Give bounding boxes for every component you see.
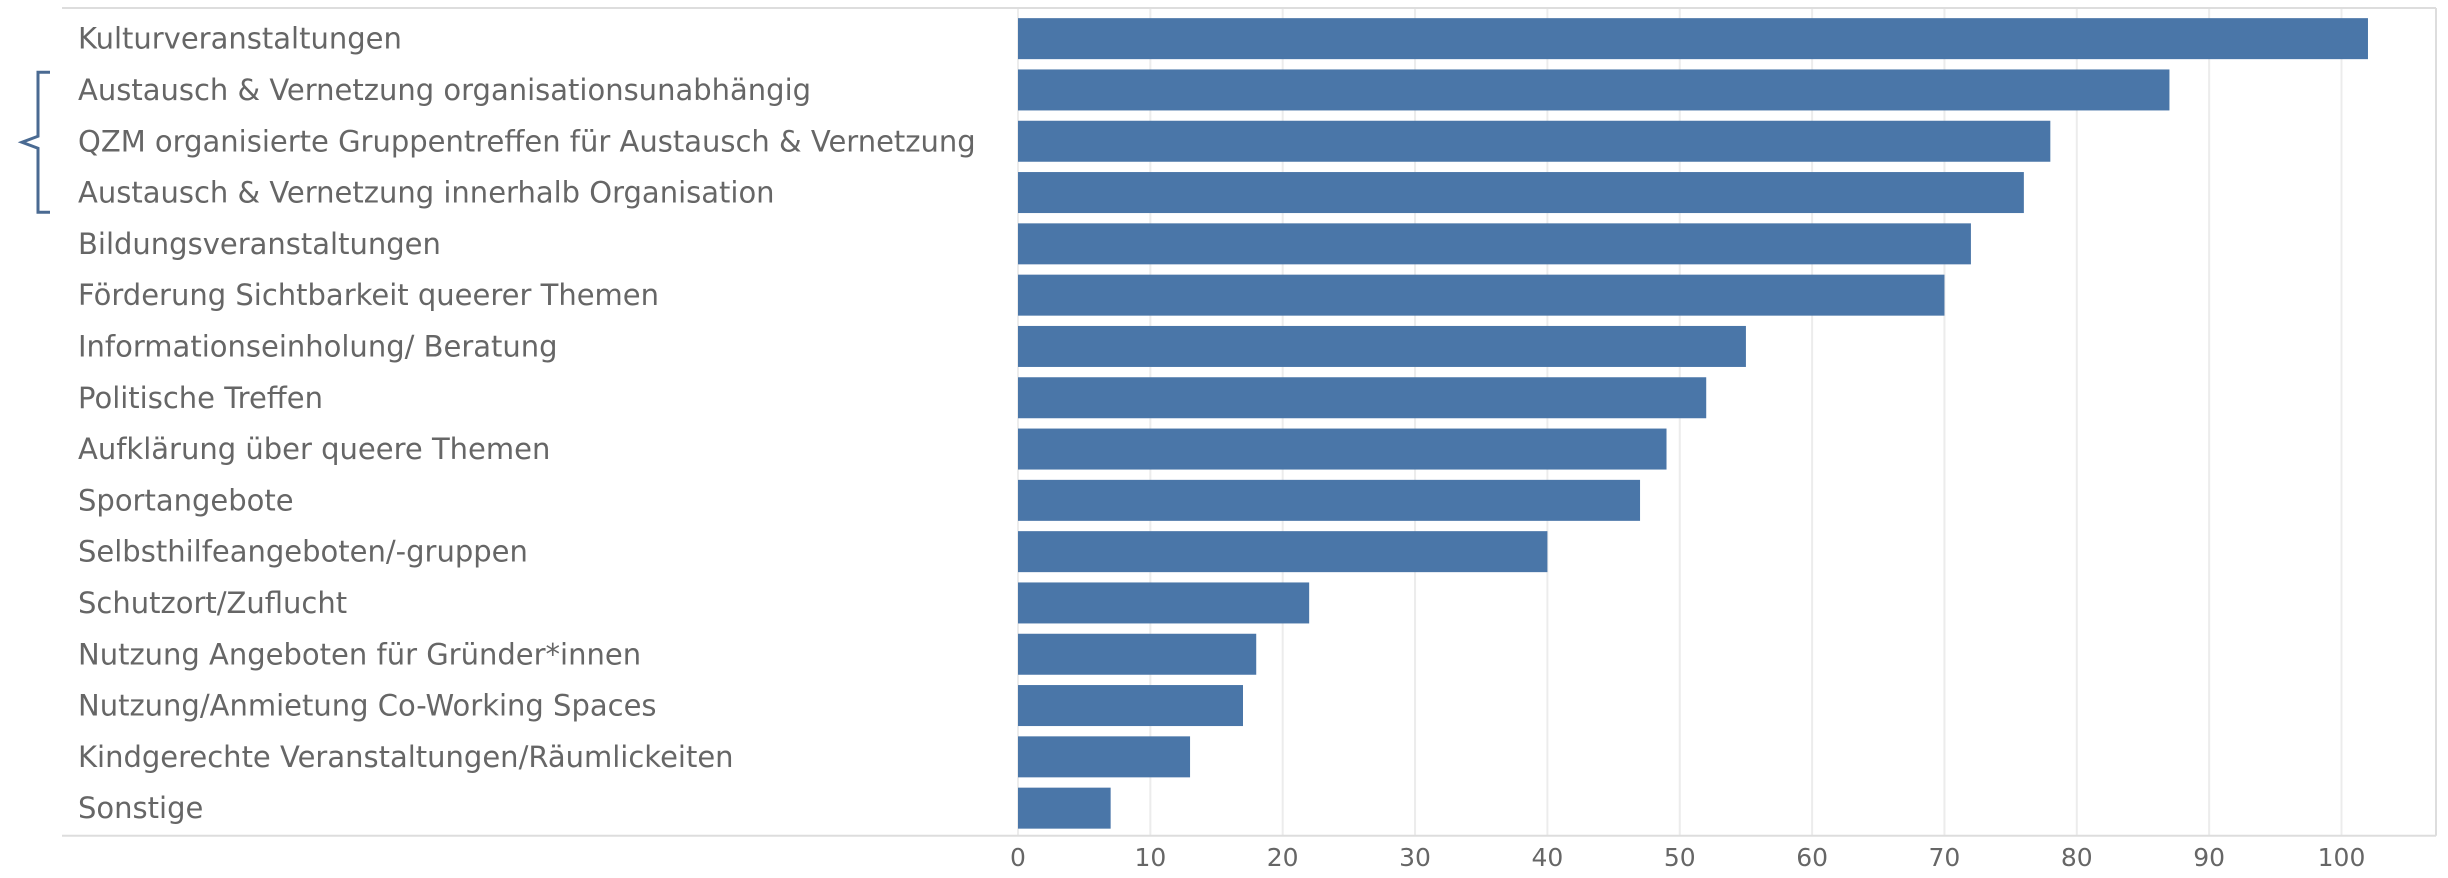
category-label: Kindgerechte Veranstaltungen/Räumlickeit…: [78, 740, 734, 774]
category-label: Austausch & Vernetzung innerhalb Organis…: [78, 176, 775, 210]
x-tick-label: 70: [1929, 843, 1961, 872]
category-label: Bildungsveranstaltungen: [78, 227, 441, 261]
category-label: Schutzort/Zuflucht: [78, 586, 347, 620]
bar: [1018, 120, 2051, 162]
x-tick-label: 50: [1664, 843, 1696, 872]
bar: [1018, 18, 2368, 60]
bar: [1018, 325, 1746, 367]
bracket-shape: [17, 70, 50, 214]
category-label: Austausch & Vernetzung organisationsunab…: [78, 73, 811, 107]
category-label: Förderung Sichtbarkeit queerer Themen: [78, 278, 659, 312]
x-tick-label: 60: [1796, 843, 1828, 872]
category-label: Informationseinholung/ Beratung: [78, 329, 558, 363]
category-label: QZM organisierte Gruppentreffen für Aust…: [78, 124, 976, 158]
plot-frame: [62, 7, 2437, 837]
bar: [1018, 685, 1243, 727]
category-bracket: [17, 70, 50, 214]
category-label: Selbsthilfeangeboten/-gruppen: [78, 535, 528, 569]
bar: [1018, 69, 2170, 111]
x-tick-label: 40: [1531, 843, 1563, 872]
x-tick-label: 100: [2318, 843, 2366, 872]
bars: [1018, 18, 2368, 829]
x-tick-label: 20: [1267, 843, 1299, 872]
bar: [1018, 377, 1707, 419]
category-label: Nutzung/Anmietung Co-Working Spaces: [78, 689, 657, 723]
bar: [1018, 633, 1257, 675]
category-labels: Kulturveranstaltungen Austausch & Vernetz…: [78, 22, 976, 826]
category-label: Politische Treffen: [78, 381, 323, 415]
bar: [1018, 223, 1971, 265]
bar: [1018, 274, 1945, 316]
x-tick-label: 30: [1399, 843, 1431, 872]
x-tick-label: 10: [1134, 843, 1166, 872]
bar: [1018, 428, 1667, 470]
x-tick-label: 0: [1010, 843, 1026, 872]
bar: [1018, 736, 1191, 778]
bar: [1018, 531, 1548, 573]
x-axis-ticks: 0 10 20 30 40 50 60 70 80 90 100: [1010, 843, 2365, 872]
bar: [1018, 479, 1641, 521]
bar: [1018, 582, 1310, 624]
bar: [1018, 172, 2024, 214]
category-label: Sonstige: [78, 791, 203, 825]
category-label: Sportangebote: [78, 483, 294, 517]
category-label: Nutzung Angeboten für Gründer*innen: [78, 637, 641, 671]
category-label: Kulturveranstaltungen: [78, 22, 402, 56]
bar: [1018, 787, 1111, 829]
x-tick-label: 80: [2061, 843, 2093, 872]
x-tick-label: 90: [2193, 843, 2225, 872]
category-label: Aufklärung über queere Themen: [78, 432, 550, 466]
